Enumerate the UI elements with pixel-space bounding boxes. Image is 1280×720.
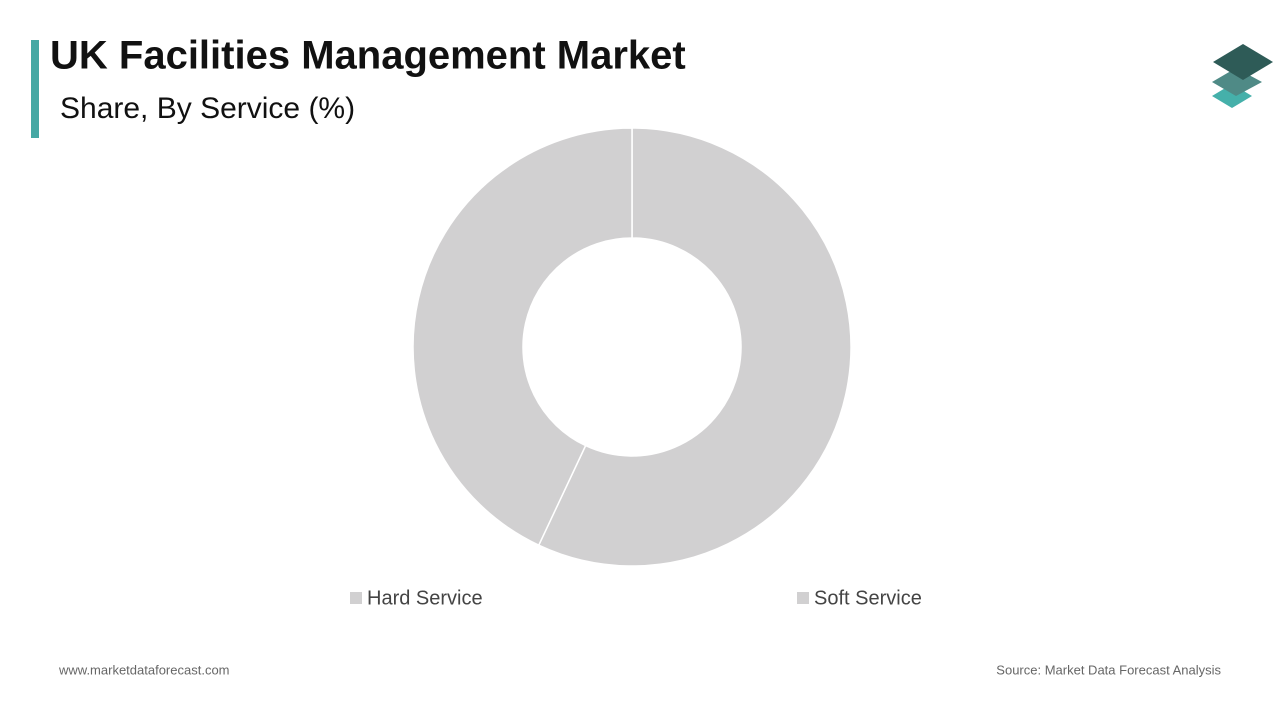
title-accent bbox=[31, 40, 39, 138]
chart-subtitle: Share, By Service (%) bbox=[60, 92, 355, 125]
footer-source: Source: Market Data Forecast Analysis bbox=[996, 662, 1221, 677]
legend-marker bbox=[350, 592, 362, 604]
donut-segment bbox=[537, 127, 852, 567]
footer-website: www.marketdataforecast.com bbox=[58, 662, 230, 677]
legend-label: Hard Service bbox=[367, 587, 483, 609]
legend-label: Soft Service bbox=[814, 587, 922, 609]
legend-marker bbox=[797, 592, 809, 604]
donut-segment bbox=[412, 127, 633, 547]
chart-title: UK Facilities Management Market bbox=[50, 34, 686, 78]
logo bbox=[1212, 44, 1273, 108]
